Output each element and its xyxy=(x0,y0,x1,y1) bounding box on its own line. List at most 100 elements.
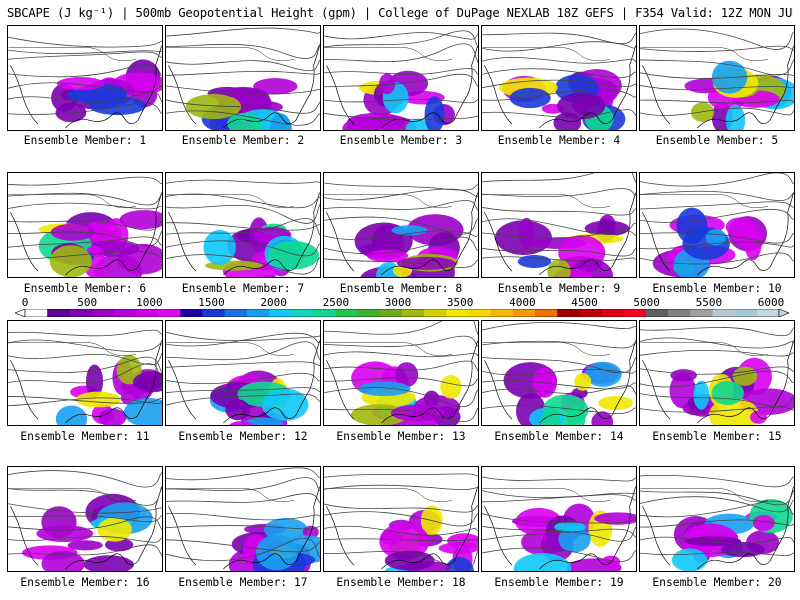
ensemble-panel-12 xyxy=(165,320,321,426)
ensemble-map-11 xyxy=(8,329,162,425)
ensemble-map-8 xyxy=(324,182,478,277)
colorbar-segment xyxy=(668,309,691,317)
ensemble-member-label: Ensemble Member: 12 xyxy=(178,430,308,443)
ensemble-map-5 xyxy=(640,28,794,130)
ensemble-member-label: Ensemble Member: 18 xyxy=(336,576,466,589)
cape-shading xyxy=(185,78,298,130)
country-border xyxy=(8,488,137,502)
ensemble-member-label: Ensemble Member: 9 xyxy=(497,282,621,295)
colorbar-segment xyxy=(357,309,381,317)
ensemble-panel-1 xyxy=(7,25,163,131)
colorbar-tick-label: 2500 xyxy=(322,296,350,309)
colorbar-segment xyxy=(202,309,225,317)
colorbar-min-arrow xyxy=(15,309,26,317)
colorbar-tick-label: 0 xyxy=(21,296,29,309)
colorbar-segment xyxy=(512,309,536,317)
coastline xyxy=(642,340,794,424)
ensemble-panel-20 xyxy=(639,466,795,572)
ensemble-map-19 xyxy=(482,476,636,571)
cape-shading xyxy=(203,217,320,277)
ensemble-panel-7 xyxy=(165,172,321,278)
figure-title: SBCAPE (J kg⁻¹) | 500mb Geopotential Hei… xyxy=(7,6,793,20)
colorbar-segment xyxy=(268,309,292,317)
colorbar-tick-label: 5000 xyxy=(633,296,660,309)
colorbar-segment xyxy=(557,309,580,317)
height-contours xyxy=(482,173,636,262)
ensemble-member-label: Ensemble Member: 6 xyxy=(23,282,147,295)
ensemble-map-17 xyxy=(166,467,320,571)
country-border xyxy=(8,342,137,356)
colorbar-segment xyxy=(579,309,602,317)
colorbar-tick-label: 3000 xyxy=(384,296,412,309)
coastline xyxy=(326,192,478,276)
coastline xyxy=(326,45,478,129)
ensemble-member-label: Ensemble Member: 15 xyxy=(652,430,782,443)
height-contours xyxy=(166,467,320,562)
height-contours xyxy=(8,176,162,260)
height-contours xyxy=(8,470,162,556)
height-contours xyxy=(324,473,478,570)
country-border xyxy=(640,194,769,208)
colorbar-segment xyxy=(47,309,70,317)
height-contours xyxy=(324,182,478,268)
ensemble-map-7 xyxy=(166,179,320,277)
ensemble-member-label: Ensemble Member: 11 xyxy=(20,430,150,443)
ensemble-member-label: Ensemble Member: 16 xyxy=(20,576,150,589)
colorbar-tick-label: 4000 xyxy=(509,296,536,309)
cape-colorbar xyxy=(15,309,789,317)
ensemble-panel-3 xyxy=(323,25,479,131)
cape-shading xyxy=(55,354,162,425)
colorbar-segment xyxy=(712,309,736,317)
ensemble-member-label: Ensemble Member: 8 xyxy=(339,282,463,295)
colorbar-segment xyxy=(291,309,314,317)
country-border xyxy=(324,488,453,502)
ensemble-panel-10 xyxy=(639,172,795,278)
colorbar-segment xyxy=(180,309,203,317)
coastline xyxy=(168,340,320,424)
cape-shading xyxy=(669,357,794,425)
cape-shading xyxy=(495,214,630,277)
country-border xyxy=(640,342,769,356)
colorbar-max-arrow xyxy=(778,309,789,317)
colorbar-segment xyxy=(224,309,248,317)
ensemble-panel-17 xyxy=(165,466,321,572)
country-border xyxy=(8,194,137,208)
colorbar-segment xyxy=(379,309,403,317)
colorbar-segment xyxy=(246,309,270,317)
colorbar-segment xyxy=(25,309,48,317)
coastline xyxy=(168,45,320,129)
country-border xyxy=(166,342,295,356)
cape-shading xyxy=(354,214,464,277)
ensemble-map-10 xyxy=(640,173,794,277)
colorbar-tick-label: 3500 xyxy=(446,296,474,309)
height-contours xyxy=(8,329,162,407)
coastline xyxy=(10,340,162,424)
height-contours xyxy=(166,331,320,406)
colorbar-tick-label: 1000 xyxy=(136,296,163,309)
ensemble-member-label: Ensemble Member: 13 xyxy=(336,430,466,443)
country-border xyxy=(324,342,453,356)
colorbar-tick-label: 500 xyxy=(77,296,98,309)
colorbar-segment xyxy=(91,309,115,317)
height-contours xyxy=(324,30,478,120)
ensemble-map-6 xyxy=(8,176,162,277)
cape-shading xyxy=(512,503,636,571)
colorbar-segment xyxy=(313,309,336,317)
ensemble-map-3 xyxy=(324,30,478,130)
country-border xyxy=(482,47,611,61)
ensemble-member-label: Ensemble Member: 4 xyxy=(497,134,621,147)
country-border xyxy=(324,47,453,61)
height-contours xyxy=(482,476,636,563)
ensemble-panel-13 xyxy=(323,320,479,426)
ensemble-panel-15 xyxy=(639,320,795,426)
height-contours xyxy=(324,321,478,422)
height-contours xyxy=(640,475,794,556)
colorbar-tick-label: 6000 xyxy=(757,296,785,309)
coastline xyxy=(484,192,636,276)
height-contours xyxy=(640,173,794,265)
ensemble-map-14 xyxy=(482,321,636,425)
ensemble-panel-2 xyxy=(165,25,321,131)
cape-shading xyxy=(342,70,455,130)
ensemble-map-1 xyxy=(8,36,162,129)
colorbar-segment xyxy=(335,309,359,317)
